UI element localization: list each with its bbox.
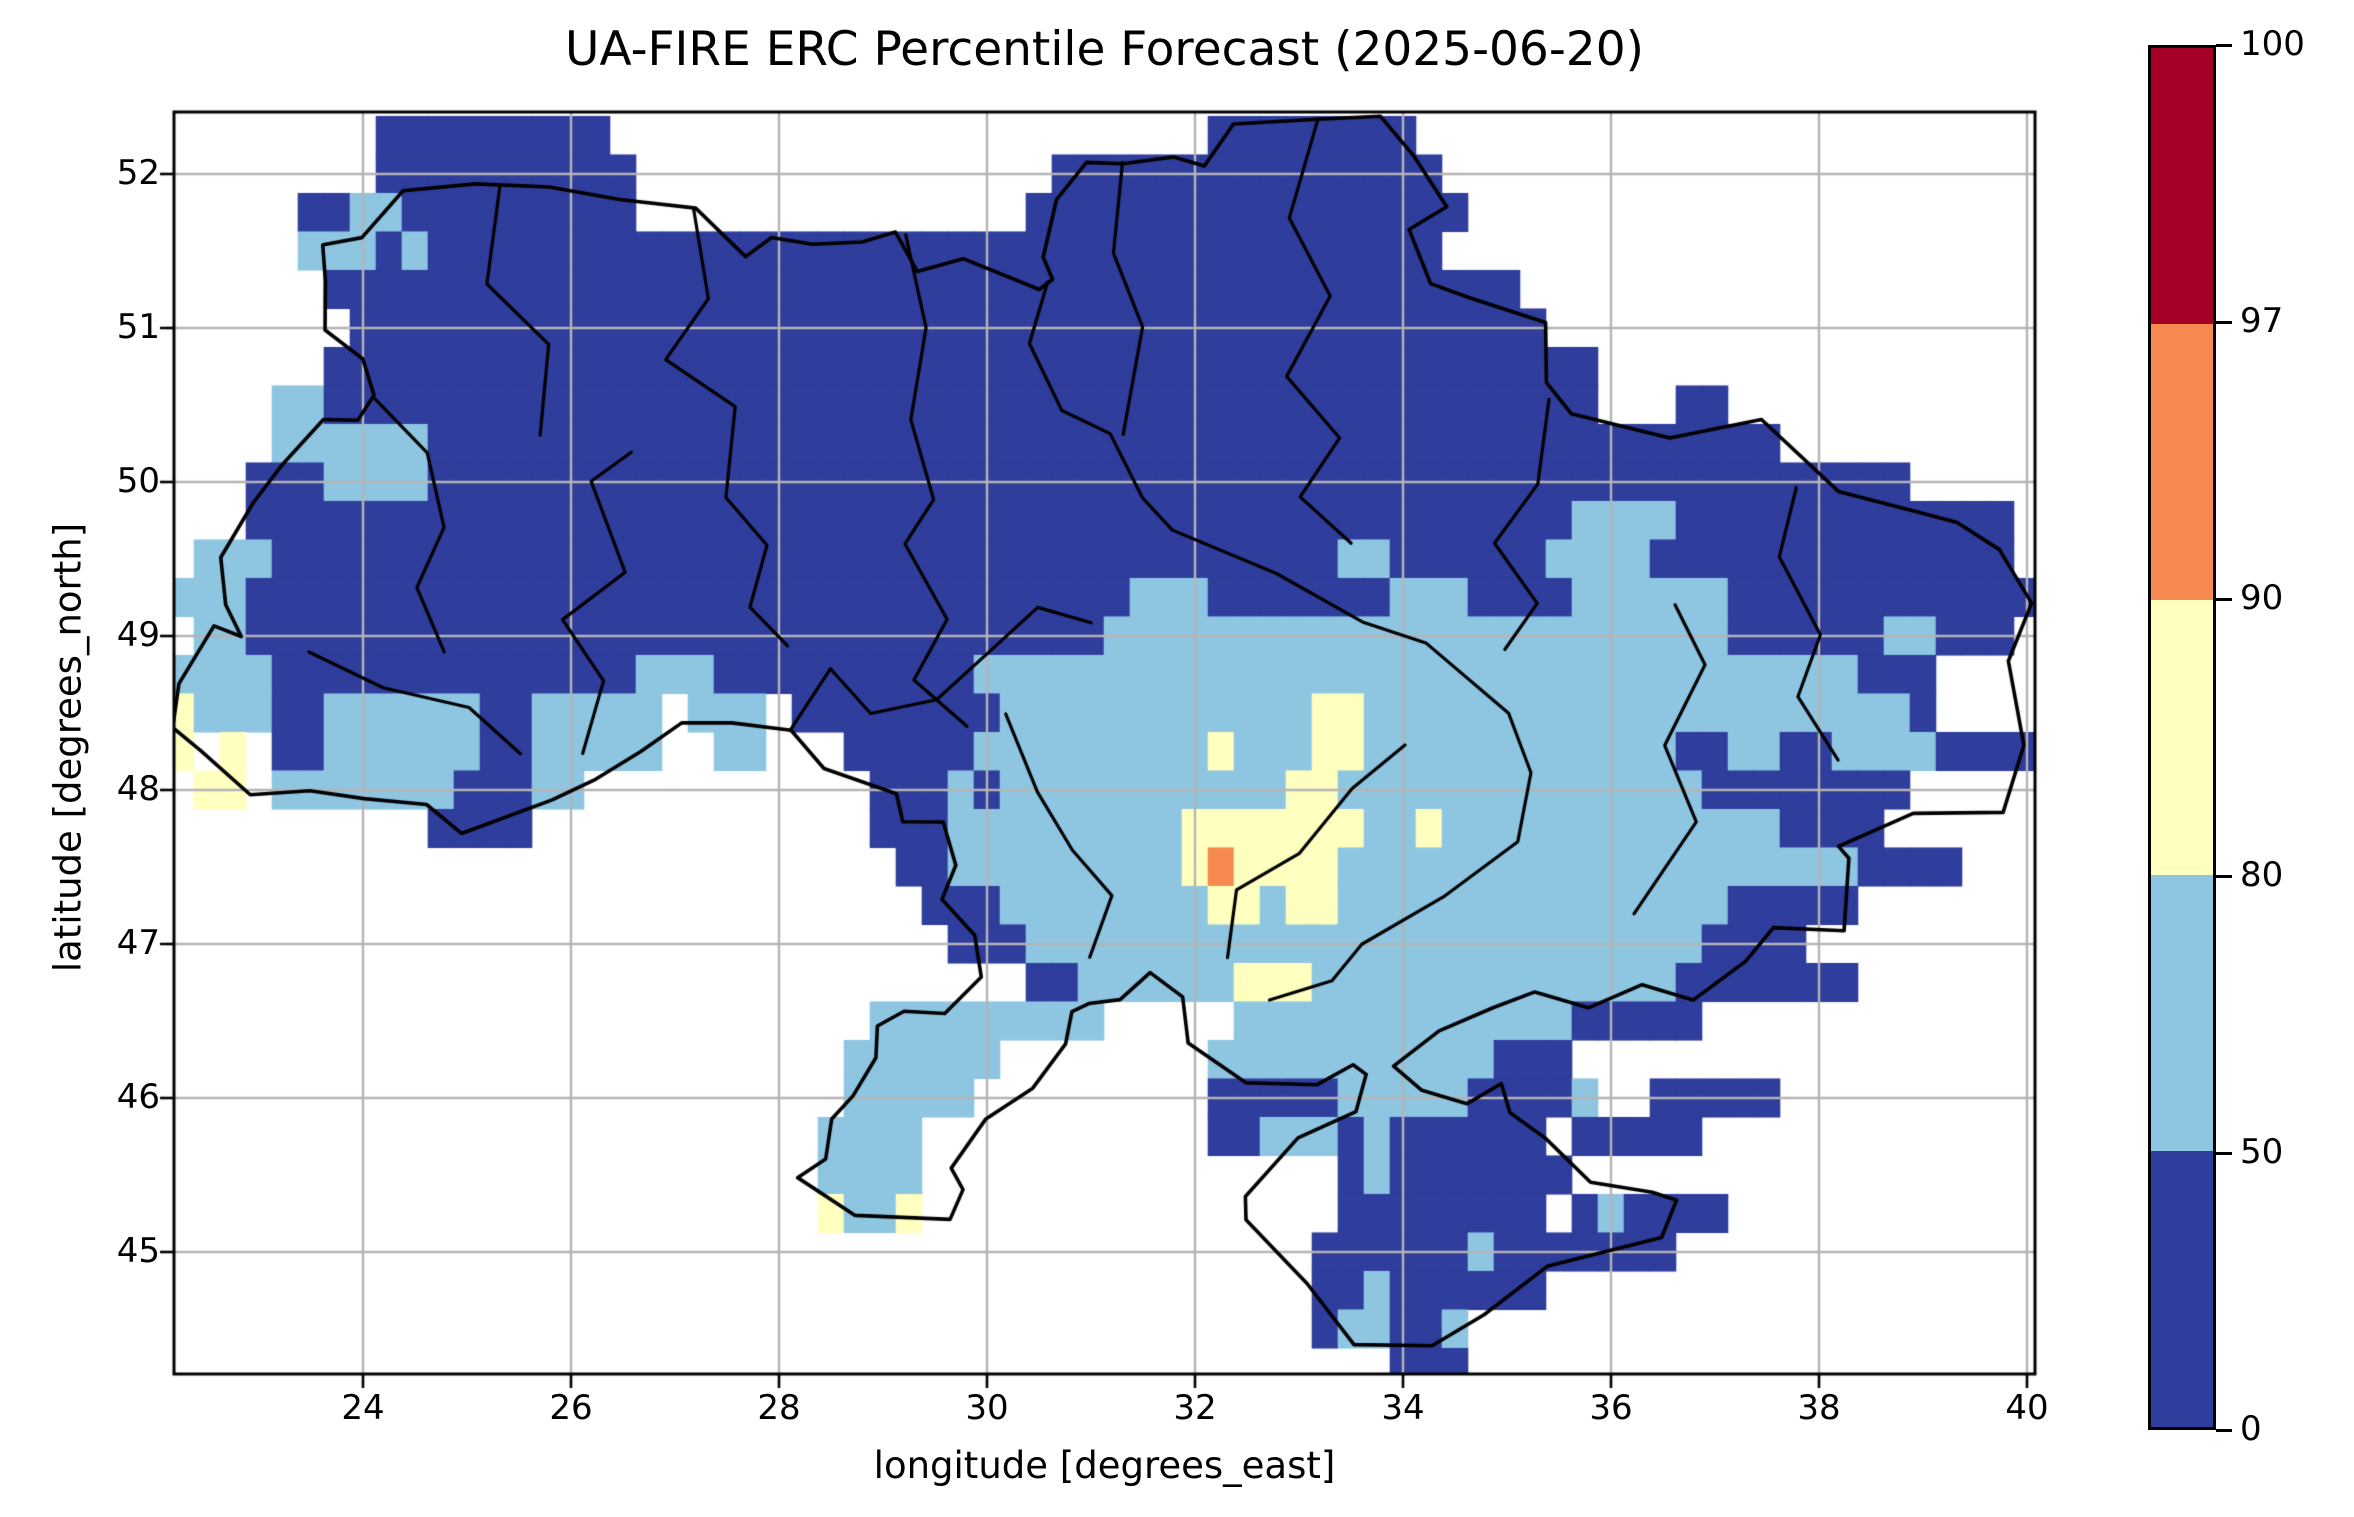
y-tick-label: 45 <box>116 1231 160 1271</box>
colorbar-tick <box>2216 875 2232 878</box>
colorbar-segment-50-80 <box>2151 875 2213 1152</box>
x-tick-label: 24 <box>341 1388 385 1428</box>
colorbar-segment-97-100 <box>2151 48 2213 324</box>
colorbar-tick <box>2216 44 2232 47</box>
colorbar-tick <box>2216 321 2232 324</box>
x-axis-label: longitude [degrees_east] <box>873 1444 1336 1487</box>
x-tick-label: 36 <box>1589 1388 1633 1428</box>
colorbar-tick <box>2216 598 2232 601</box>
x-tick-label: 26 <box>549 1388 593 1428</box>
y-tick-label: 51 <box>116 307 160 347</box>
x-tick-label: 28 <box>757 1388 801 1428</box>
y-tick-label: 49 <box>116 615 160 655</box>
y-tick-label: 47 <box>116 923 160 963</box>
colorbar <box>2148 45 2216 1430</box>
colorbar-tick-label: 80 <box>2240 855 2284 895</box>
colorbar-tick-label: 50 <box>2240 1132 2284 1172</box>
colorbar-segment-90-97 <box>2151 323 2213 600</box>
y-tick-label: 52 <box>116 153 160 193</box>
colorbar-segment-80-90 <box>2151 599 2213 876</box>
x-tick-label: 38 <box>1797 1388 1841 1428</box>
x-tick-label: 32 <box>1173 1388 1217 1428</box>
colorbar-tick <box>2216 1152 2232 1155</box>
y-tick-label: 48 <box>116 769 160 809</box>
x-tick-label: 40 <box>2005 1388 2049 1428</box>
x-tick-label: 30 <box>965 1388 1009 1428</box>
chart-title: UA-FIRE ERC Percentile Forecast (2025-06… <box>565 22 1644 77</box>
colorbar-tick-label: 100 <box>2240 24 2305 64</box>
colorbar-tick-label: 0 <box>2240 1409 2262 1449</box>
colorbar-segment-0-50 <box>2151 1151 2213 1427</box>
x-tick-label: 34 <box>1381 1388 1425 1428</box>
colorbar-tick-label: 90 <box>2240 578 2284 618</box>
y-tick-label: 50 <box>116 461 160 501</box>
colorbar-tick <box>2216 1429 2232 1432</box>
y-tick-label: 46 <box>116 1077 160 1117</box>
y-axis-label: latitude [degrees_north] <box>46 522 90 973</box>
colorbar-tick-label: 97 <box>2240 301 2284 341</box>
